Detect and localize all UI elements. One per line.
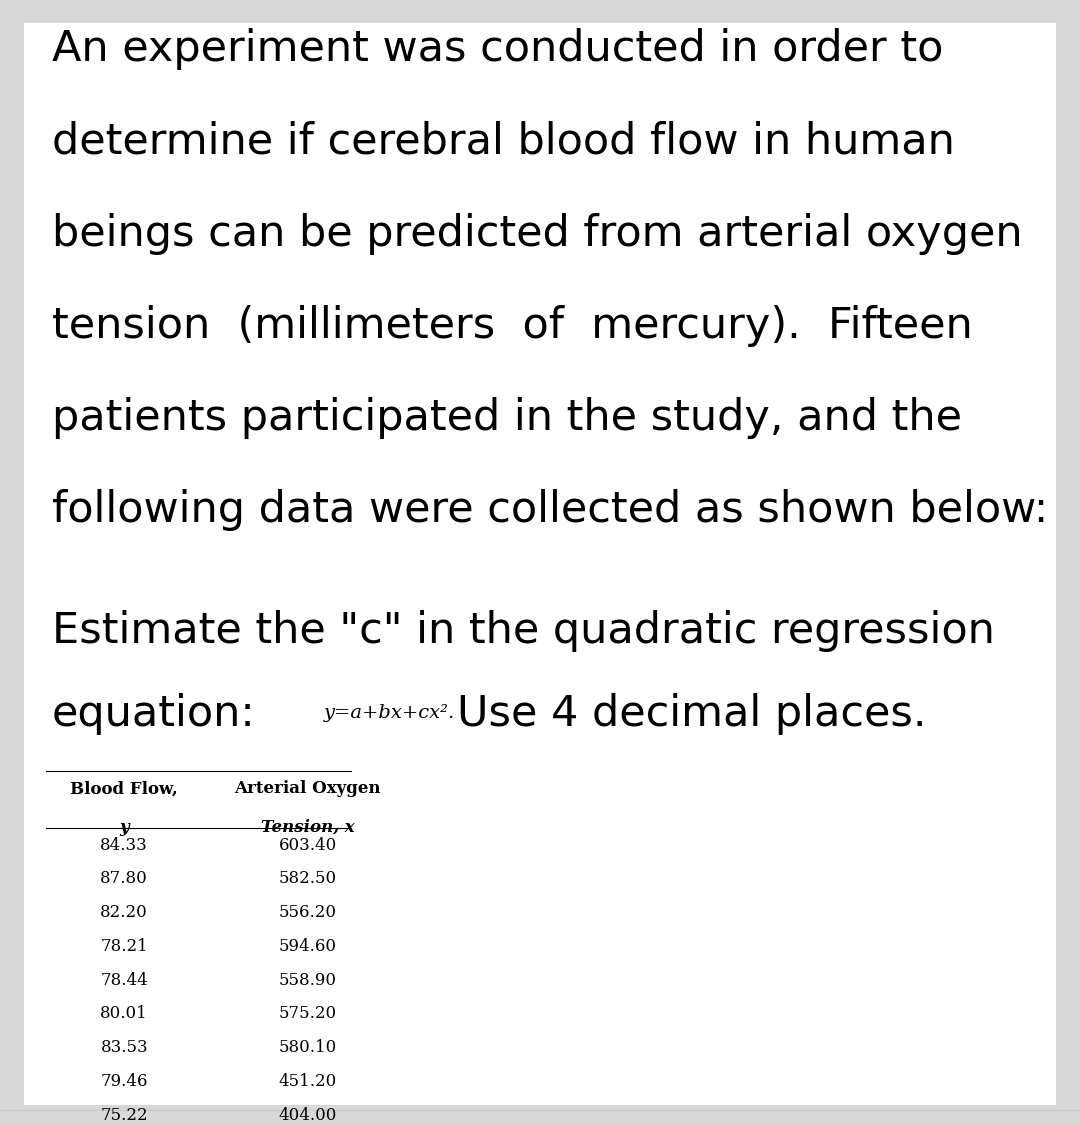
Text: Use 4 decimal places.: Use 4 decimal places. — [457, 693, 927, 735]
Text: patients participated in the study, and the: patients participated in the study, and … — [52, 397, 962, 439]
Text: beings can be predicted from arterial oxygen: beings can be predicted from arterial ox… — [52, 213, 1023, 254]
Text: 80.01: 80.01 — [100, 1006, 148, 1023]
Text: 558.90: 558.90 — [279, 972, 337, 989]
Text: 87.80: 87.80 — [100, 871, 148, 888]
Text: An experiment was conducted in order to: An experiment was conducted in order to — [52, 28, 943, 70]
Text: 75.22: 75.22 — [100, 1107, 148, 1124]
Text: equation:: equation: — [52, 693, 256, 735]
Text: y: y — [120, 819, 129, 836]
FancyBboxPatch shape — [24, 22, 1056, 1105]
Text: following data were collected as shown below:: following data were collected as shown b… — [52, 489, 1048, 531]
Text: Blood Flow,: Blood Flow, — [70, 781, 178, 798]
Text: Arterial Oxygen: Arterial Oxygen — [234, 781, 381, 798]
Text: 78.44: 78.44 — [100, 972, 148, 989]
Text: determine if cerebral blood flow in human: determine if cerebral blood flow in huma… — [52, 120, 955, 162]
Text: 404.00: 404.00 — [279, 1107, 337, 1124]
Text: tension  (millimeters  of  mercury).  Fifteen: tension (millimeters of mercury). Fiftee… — [52, 305, 973, 346]
Text: 78.21: 78.21 — [100, 938, 148, 955]
Text: Estimate the "c" in the quadratic regression: Estimate the "c" in the quadratic regres… — [52, 610, 995, 651]
Text: 575.20: 575.20 — [279, 1006, 337, 1023]
Text: 556.20: 556.20 — [279, 904, 337, 921]
Text: 83.53: 83.53 — [100, 1040, 148, 1056]
Text: 594.60: 594.60 — [279, 938, 337, 955]
Text: 82.20: 82.20 — [100, 904, 148, 921]
Text: 582.50: 582.50 — [279, 871, 337, 888]
Text: 580.10: 580.10 — [279, 1040, 337, 1056]
Text: 603.40: 603.40 — [279, 837, 337, 854]
Text: 79.46: 79.46 — [100, 1073, 148, 1090]
Text: y=a+bx+cx².: y=a+bx+cx². — [324, 704, 456, 722]
Text: Tension, x: Tension, x — [261, 819, 354, 836]
Text: 84.33: 84.33 — [100, 837, 148, 854]
Text: 451.20: 451.20 — [279, 1073, 337, 1090]
